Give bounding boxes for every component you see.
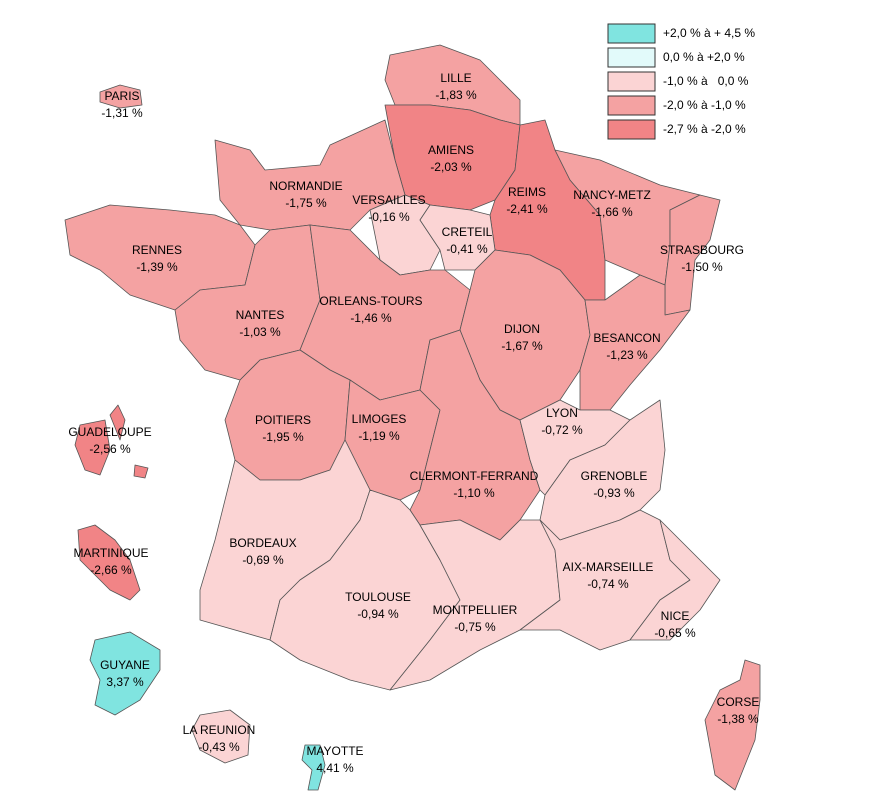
region-name: STRASBOURG bbox=[660, 243, 744, 257]
region-value: -1,67 % bbox=[501, 339, 543, 353]
region-shape bbox=[579, 274, 691, 411]
region-value: 3,37 % bbox=[106, 675, 144, 689]
region-shape bbox=[99, 84, 143, 109]
region-shape bbox=[77, 524, 141, 601]
region-value: -2,03 % bbox=[430, 160, 472, 174]
region-value: -0,41 % bbox=[446, 242, 488, 256]
region-value: 4,41 % bbox=[316, 761, 354, 775]
region-value: -2,66 % bbox=[90, 563, 132, 577]
region-name: NORMANDIE bbox=[269, 179, 342, 193]
legend-label: 0,0 % à +2,0 % bbox=[663, 50, 745, 64]
region-value: -1,66 % bbox=[591, 205, 633, 219]
region-name: RENNES bbox=[132, 243, 182, 257]
region-name: REIMS bbox=[508, 185, 546, 199]
region-shape bbox=[133, 464, 149, 479]
region-value: -0,94 % bbox=[357, 607, 399, 621]
region-value: -0,43 % bbox=[198, 740, 240, 754]
region-value: -1,50 % bbox=[681, 260, 723, 274]
legend-swatch bbox=[607, 95, 656, 116]
legend-swatch bbox=[607, 119, 656, 140]
region-shape bbox=[369, 194, 441, 276]
region-name: GUADELOUPE bbox=[68, 425, 151, 439]
region-value: -1,23 % bbox=[606, 348, 648, 362]
region-name: LILLE bbox=[440, 71, 471, 85]
region-value: -0,74 % bbox=[587, 577, 629, 591]
region-name: AMIENS bbox=[428, 143, 474, 157]
region-name: BORDEAUX bbox=[229, 536, 296, 550]
region-name: GUYANE bbox=[100, 658, 150, 672]
region-value: -1,46 % bbox=[350, 311, 392, 325]
region-value: -0,65 % bbox=[654, 626, 696, 640]
region-value: -2,56 % bbox=[89, 442, 131, 456]
region-value: -0,69 % bbox=[242, 553, 284, 567]
region-value: -0,72 % bbox=[541, 423, 583, 437]
region-name: LYON bbox=[546, 406, 578, 420]
region-shape bbox=[74, 419, 111, 476]
region-name: BESANCON bbox=[593, 331, 660, 345]
region-shape bbox=[629, 519, 721, 641]
legend-swatch bbox=[607, 23, 656, 44]
region-value: -1,03 % bbox=[239, 325, 281, 339]
region-value: -0,93 % bbox=[593, 486, 635, 500]
region-shape bbox=[301, 744, 326, 791]
legend-swatch bbox=[607, 47, 656, 68]
region-value: -1,83 % bbox=[435, 88, 477, 102]
region-shape bbox=[191, 709, 251, 764]
region-name: MAYOTTE bbox=[306, 744, 363, 758]
region-name: MARTINIQUE bbox=[73, 546, 148, 560]
region-value: -1,95 % bbox=[262, 430, 304, 444]
region-name: ORLEANS-TOURS bbox=[319, 294, 422, 308]
region-name: TOULOUSE bbox=[345, 590, 411, 604]
legend-swatch bbox=[607, 71, 656, 92]
region-value: -1,10 % bbox=[453, 486, 495, 500]
region-name: VERSAILLES bbox=[352, 193, 425, 207]
region-value: -0,16 % bbox=[368, 210, 410, 224]
region-name: DIJON bbox=[504, 322, 540, 336]
region-name: GRENOBLE bbox=[581, 469, 648, 483]
region-shape bbox=[704, 659, 761, 791]
region-name: MONTPELLIER bbox=[433, 603, 518, 617]
region-name: CORSE bbox=[717, 695, 760, 709]
region-value: -1,39 % bbox=[136, 260, 178, 274]
region-value: -1,75 % bbox=[285, 196, 327, 210]
region-shape bbox=[109, 404, 126, 441]
region-value: -1,38 % bbox=[717, 712, 759, 726]
legend-label: -2,0 % à -1,0 % bbox=[663, 98, 746, 112]
region-name: CRETEIL bbox=[442, 225, 493, 239]
legend-label: +2,0 % à + 4,5 % bbox=[663, 26, 755, 40]
legend-label: -1,0 % à 0,0 % bbox=[663, 74, 749, 88]
region-value: -0,75 % bbox=[454, 620, 496, 634]
region-name: LIMOGES bbox=[352, 412, 407, 426]
region-name: AIX-MARSEILLE bbox=[563, 560, 654, 574]
region-name: LA REUNION bbox=[183, 723, 256, 737]
region-value: -2,41 % bbox=[506, 202, 548, 216]
region-name: NANCY-METZ bbox=[573, 188, 651, 202]
region-value: -1,19 % bbox=[358, 429, 400, 443]
region-name: POITIERS bbox=[255, 413, 311, 427]
region-name: NICE bbox=[661, 609, 690, 623]
region-value: -1,31 % bbox=[101, 106, 143, 120]
region-shape bbox=[89, 631, 161, 716]
legend-label: -2,7 % à -2,0 % bbox=[663, 122, 746, 136]
region-name: CLERMONT-FERRAND bbox=[410, 469, 539, 483]
region-name: NANTES bbox=[236, 308, 285, 322]
region-name: PARIS bbox=[104, 89, 139, 103]
